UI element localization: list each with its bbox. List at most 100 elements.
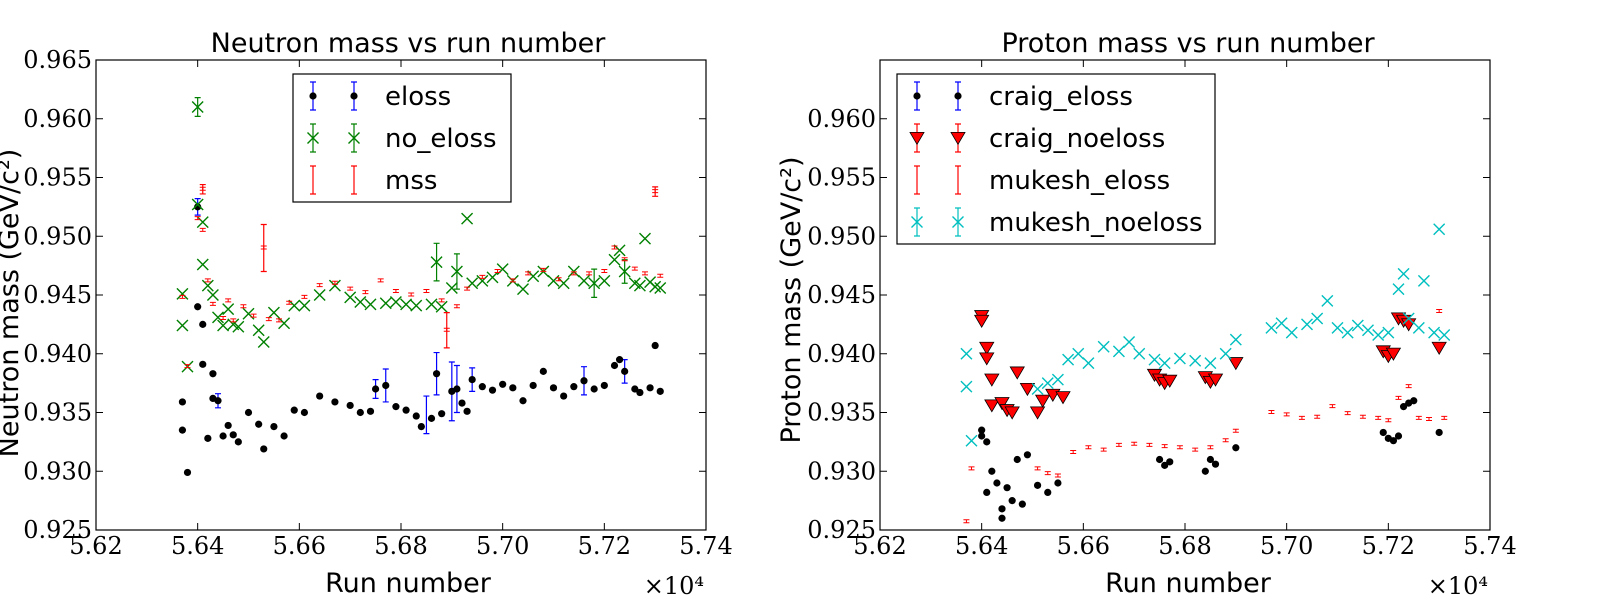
neutron-data-point (392, 403, 400, 411)
neutron-data-point (570, 271, 577, 276)
proton-data-point (1385, 418, 1392, 423)
proton-data-point (984, 399, 1000, 413)
neutron-data-point (633, 279, 646, 292)
neutron-data-point (316, 283, 323, 288)
proton-legend-label: mukesh_eloss (989, 166, 1170, 196)
neutron-data-point (219, 432, 227, 440)
proton-data-point (988, 467, 996, 475)
proton-data-point (1204, 357, 1217, 370)
neutron-data-point (476, 274, 489, 287)
proton-y-tick-label: 0.925 (807, 516, 876, 544)
neutron-y-axis-label: Neutron mass (GeV/c²) (0, 149, 25, 458)
proton-y-tick-label: 0.930 (807, 457, 876, 485)
neutron-data-point (613, 244, 626, 257)
proton-x-tick-label: 5.64 (955, 532, 1008, 560)
proton-data-point (979, 341, 995, 355)
proton-data-point (1008, 497, 1016, 505)
proton-data-point (1433, 223, 1446, 236)
proton-data-point (979, 352, 995, 366)
neutron-data-point (194, 303, 202, 311)
proton-data-point (1044, 471, 1051, 476)
proton-x-axis-label: Run number (1105, 568, 1272, 599)
neutron-data-point (278, 317, 291, 330)
neutron-data-point (488, 386, 497, 394)
neutron-data-point (509, 278, 516, 283)
neutron-data-point (621, 367, 629, 375)
neutron-data-point (586, 271, 593, 276)
proton-data-point (1415, 415, 1422, 420)
neutron-data-point (176, 287, 189, 300)
proton-data-point (1031, 383, 1044, 395)
proton-y-axis-label: Proton mass (GeV/c²) (776, 156, 807, 443)
neutron-data-point (257, 336, 270, 348)
neutron-data-point (313, 289, 326, 301)
neutron-data-point (463, 407, 471, 415)
neutron-data-point (379, 297, 392, 310)
proton-data-point (1265, 321, 1278, 334)
neutron-data-point (229, 431, 237, 439)
proton-data-point (1173, 352, 1186, 365)
neutron-data-point (290, 406, 298, 414)
proton-y-tick-label: 0.945 (807, 281, 876, 309)
proton-data-point (1162, 374, 1178, 388)
neutron-data-point (590, 385, 598, 393)
proton-data-point (1428, 326, 1441, 339)
proton-series-craig-noeloss (973, 310, 1447, 420)
neutron-data-point (331, 398, 339, 406)
neutron-data-point (479, 274, 486, 279)
proton-legend-label: mukesh_noeloss (989, 208, 1203, 238)
neutron-data-point (199, 360, 207, 368)
proton-data-point (1228, 357, 1244, 371)
neutron-data-point (656, 387, 664, 395)
neutron-data-point (438, 410, 446, 418)
neutron-x-multiplier: ×10⁴ (644, 572, 704, 600)
proton-data-point (1232, 444, 1240, 452)
proton-legend-marker (913, 92, 921, 100)
neutron-data-point (468, 376, 476, 384)
neutron-data-point (539, 367, 547, 375)
proton-data-point (1123, 336, 1136, 348)
proton-x-tick-label: 5.66 (1057, 532, 1110, 560)
neutron-data-point (412, 412, 420, 420)
neutron-data-point (646, 384, 654, 392)
proton-data-point (1331, 321, 1344, 334)
neutron-data-point (270, 423, 278, 431)
proton-data-point (1041, 377, 1054, 390)
neutron-error-bar (423, 395, 430, 435)
proton-legend-marker (909, 132, 925, 146)
neutron-data-point (509, 384, 517, 392)
proton-data-point (1207, 445, 1214, 450)
proton-data-point (1441, 415, 1448, 420)
neutron-x-tick-label: 5.62 (69, 532, 122, 560)
neutron-data-point (461, 212, 474, 225)
neutron-data-point (199, 320, 207, 328)
proton-data-point (1410, 397, 1418, 405)
neutron-x-tick-label: 5.66 (273, 532, 326, 560)
neutron-data-point (578, 274, 590, 287)
proton-data-point (1321, 294, 1334, 307)
neutron-data-point (250, 313, 257, 318)
proton-data-point (1435, 428, 1443, 437)
neutron-data-point (608, 253, 621, 266)
proton-data-point (993, 479, 1001, 487)
proton-data-point (1329, 404, 1336, 409)
neutron-series-mss (179, 183, 664, 369)
neutron-data-point (206, 289, 219, 301)
neutron-data-point (382, 381, 390, 390)
proton-data-point (1436, 308, 1443, 313)
neutron-data-point (220, 316, 227, 320)
neutron-legend-marker (350, 92, 358, 100)
proton-legend-marker (950, 132, 966, 146)
neutron-data-point (176, 319, 189, 332)
proton-data-point (1004, 406, 1020, 420)
proton-data-point (1399, 403, 1408, 411)
proton-data-point (983, 488, 991, 496)
neutron-data-point (636, 388, 644, 397)
proton-mass-panel: Proton mass vs run number Run number Pro… (776, 28, 1517, 600)
proton-data-point (1426, 417, 1432, 422)
proton-data-point (1054, 479, 1062, 487)
proton-data-point (1311, 312, 1324, 325)
neutron-data-point (519, 397, 527, 405)
neutron-data-point (232, 320, 245, 333)
proton-plot-area (960, 223, 1451, 524)
